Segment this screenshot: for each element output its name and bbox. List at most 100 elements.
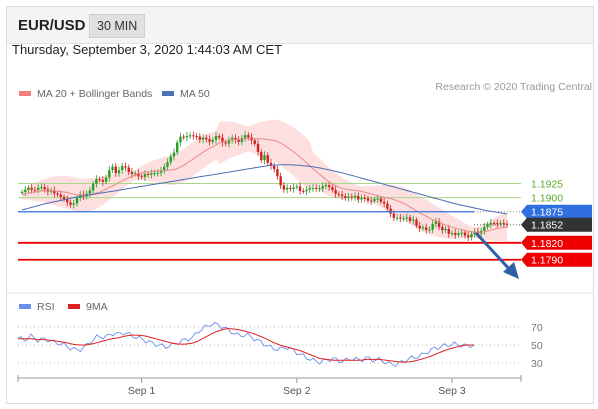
- candle-body: [124, 166, 127, 168]
- candle-body: [166, 162, 169, 167]
- candle-body: [424, 227, 428, 230]
- candle-body: [195, 136, 198, 138]
- chart-header: EUR/USD 30 MIN: [7, 7, 593, 44]
- candle-body: [273, 165, 276, 170]
- candle-body: [292, 187, 295, 189]
- candle-body: [373, 199, 376, 202]
- candle-body: [159, 170, 163, 173]
- candle-body: [224, 142, 227, 144]
- rsi-tick-label: 70: [531, 322, 543, 334]
- candle-body: [208, 139, 211, 142]
- candle-body: [172, 152, 176, 157]
- candle-body: [150, 173, 153, 175]
- candle-body: [114, 166, 117, 174]
- candle-body: [43, 187, 46, 190]
- candle-body: [298, 186, 302, 191]
- candle-body: [379, 198, 383, 202]
- candle-body: [227, 140, 231, 144]
- candle-body: [321, 186, 324, 189]
- candle-body: [337, 193, 341, 195]
- candle-body: [405, 217, 408, 219]
- candle-body: [192, 135, 195, 137]
- candle-body: [441, 226, 444, 231]
- candle-body: [156, 172, 159, 174]
- legend-label: 9MA: [86, 301, 108, 313]
- candle-body: [111, 166, 114, 170]
- candle-body: [214, 136, 218, 140]
- ma50-line: [21, 164, 508, 215]
- candle-body: [130, 172, 134, 174]
- candle-body: [91, 183, 95, 191]
- candle-body: [340, 194, 344, 197]
- candle-body: [182, 136, 185, 138]
- candle-body: [370, 200, 373, 202]
- level-label: 1.1875: [531, 207, 563, 219]
- x-tick-label: Sep 2: [283, 385, 311, 397]
- legend-label: MA 20 + Bollinger Bands: [37, 88, 153, 100]
- candle-body: [59, 194, 62, 197]
- timeframe-badge[interactable]: 30 MIN: [89, 14, 146, 38]
- candle-body: [285, 187, 289, 190]
- candle-body: [357, 195, 360, 200]
- legend-label: MA 50: [180, 88, 210, 100]
- rsi-tick-label: 50: [531, 340, 543, 352]
- candle-body: [360, 198, 363, 200]
- candle-body: [463, 232, 467, 236]
- candle-body: [188, 135, 192, 137]
- candle-body: [269, 162, 273, 166]
- candle-body: [66, 199, 69, 203]
- x-tick-label: Sep 3: [438, 385, 466, 397]
- level-label: 1.1820: [531, 238, 563, 250]
- support-tag: [521, 235, 592, 250]
- candle-body: [295, 186, 299, 188]
- candle-body: [289, 187, 292, 189]
- candle-body: [324, 185, 328, 187]
- legend-swatch-icon: [68, 303, 80, 309]
- candle-body: [386, 203, 389, 209]
- candle-body: [88, 190, 92, 194]
- candle-body: [399, 217, 402, 219]
- candle-body: [24, 189, 27, 192]
- candle-body: [353, 195, 357, 198]
- candle-body: [382, 201, 386, 204]
- candle-body: [276, 169, 279, 177]
- candle-body: [263, 155, 266, 161]
- candle-body: [334, 189, 337, 194]
- pivot-tag: [521, 204, 592, 219]
- candle-body: [153, 173, 156, 175]
- candle-body: [331, 187, 334, 190]
- candle-body: [20, 191, 24, 193]
- candle-body: [121, 166, 124, 171]
- candle-body: [33, 189, 37, 191]
- candle-body: [218, 136, 221, 138]
- candle-body: [40, 187, 43, 189]
- candle-body: [302, 190, 305, 192]
- candle-body: [402, 218, 405, 220]
- candle-body: [179, 136, 182, 143]
- candle-body: [260, 151, 263, 161]
- candle-body: [140, 176, 143, 178]
- candle-body: [437, 221, 441, 227]
- candle-body: [56, 193, 59, 195]
- candle-body: [101, 180, 105, 182]
- x-tick-label: Sep 1: [128, 385, 156, 397]
- candle-body: [431, 224, 434, 230]
- candle-body: [27, 187, 30, 190]
- rsi-line: [17, 321, 475, 368]
- candle-body: [392, 213, 396, 218]
- ma20-line: [21, 138, 508, 234]
- candle-body: [137, 173, 140, 177]
- candle-body: [344, 196, 347, 198]
- candle-body: [240, 137, 244, 142]
- candle-body: [315, 187, 318, 189]
- legend-ma50: MA 50: [162, 88, 210, 100]
- candle-body: [198, 136, 202, 140]
- candle-body: [211, 139, 214, 142]
- candle-body: [389, 208, 392, 214]
- candle-body: [256, 143, 260, 152]
- level-label: 1.1852: [531, 220, 563, 232]
- candle-body: [408, 217, 412, 221]
- candle-body: [473, 231, 476, 235]
- candle-body: [308, 188, 311, 190]
